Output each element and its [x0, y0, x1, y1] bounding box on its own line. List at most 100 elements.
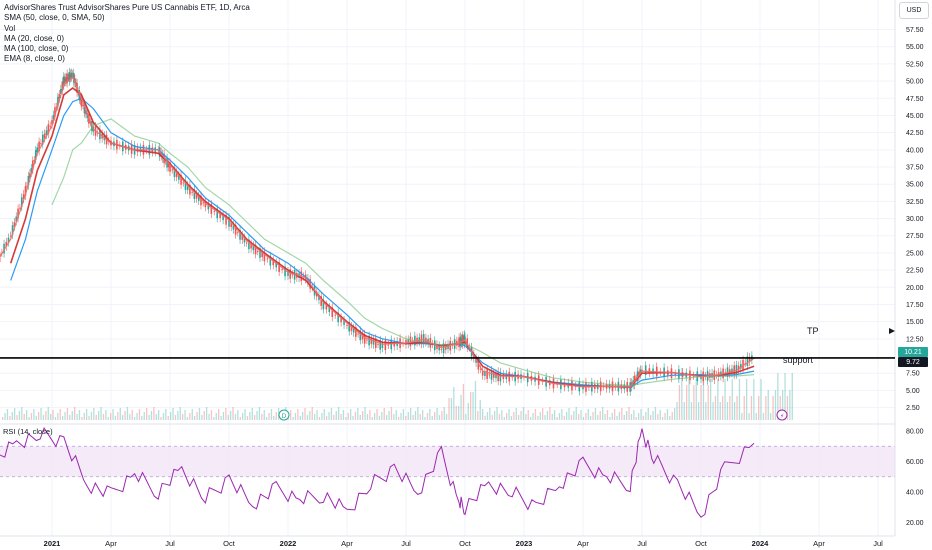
legend-item-vol[interactable]: Vol [4, 23, 16, 33]
legend-item-ema8[interactable]: EMA (8, close, 0) [4, 54, 65, 64]
volume-bar [705, 402, 707, 420]
candle-body [182, 182, 185, 184]
volume-bar [647, 408, 649, 420]
candle-body [331, 307, 334, 318]
volume-bar [150, 411, 153, 420]
volume-bar [201, 415, 203, 420]
volume-bar [258, 407, 261, 420]
volume-bar [520, 411, 522, 420]
volume-bar [323, 409, 325, 420]
volume-bar [83, 413, 85, 420]
y-tick-label: 30.00 [906, 216, 924, 223]
legend-item-sma50[interactable]: SMA (50, close, 0, SMA, 50) [4, 13, 105, 23]
volume-bar [642, 416, 645, 420]
volume-bar [210, 410, 213, 420]
volume-bar [618, 412, 621, 420]
rsi-legend[interactable]: RSI (14, close) [3, 427, 53, 436]
volume-bar [220, 416, 222, 420]
candle-body [355, 327, 357, 337]
candle-body [464, 336, 466, 342]
volume-bar [431, 416, 433, 420]
volume-bar [371, 417, 373, 420]
x-tick-label: Jul [165, 539, 175, 548]
volume-bar [246, 416, 249, 420]
volume-bar [688, 379, 690, 420]
candle-body [377, 343, 379, 345]
volume-bar [366, 414, 369, 420]
legend-item-ma100[interactable]: MA (100, close, 0) [4, 44, 69, 54]
candle-body [359, 330, 362, 341]
candle-body [422, 334, 425, 344]
volume-bar [729, 396, 731, 420]
volume-bar [309, 411, 311, 420]
candle-body [490, 370, 493, 380]
rsi-tick-label: 40.00 [906, 489, 924, 496]
candle-body [497, 371, 499, 382]
volume-bar [662, 417, 664, 420]
candle-body [639, 369, 642, 375]
volume-bar [30, 413, 33, 420]
candle-body [63, 76, 65, 86]
volume-bar [460, 395, 462, 420]
x-tick-label: 2022 [280, 539, 297, 548]
volume-bar [45, 411, 47, 420]
candle-body [374, 338, 377, 348]
candle-body [243, 237, 246, 243]
candle-body [51, 119, 53, 125]
volume-bar [189, 413, 191, 420]
candle-body [405, 339, 407, 345]
legend-item-ma20[interactable]: MA (20, close, 0) [4, 33, 65, 43]
volume-bar [508, 409, 510, 420]
volume-bar [364, 407, 366, 420]
volume-bar [513, 412, 515, 420]
candle-body [9, 235, 12, 237]
dividend-marker [278, 409, 290, 421]
candle-body [387, 344, 390, 346]
volume-bar [340, 414, 342, 420]
volume-bar [712, 402, 714, 420]
y-tick-label: 45.00 [906, 113, 924, 120]
volume-bar [602, 407, 604, 420]
volume-bar [414, 411, 417, 420]
volume-bar [789, 390, 791, 420]
volume-bar [436, 408, 438, 420]
volume-bar [93, 408, 95, 420]
candle-body [334, 314, 336, 316]
x-tick-label: 2023 [516, 539, 533, 548]
volume-bar [678, 385, 681, 420]
volume-bar [230, 411, 232, 420]
candle-body [278, 262, 280, 272]
volume-bar [424, 417, 426, 420]
volume-bar [328, 412, 330, 420]
candle-body [445, 345, 447, 350]
candle-body [70, 72, 73, 78]
candle-body [239, 230, 241, 240]
candle-body [350, 326, 353, 331]
volume-bar [767, 390, 769, 420]
volume-bar [786, 396, 789, 420]
candle-body [254, 244, 257, 255]
volume-bar [736, 396, 738, 420]
candle-body [250, 243, 252, 249]
volume-bar [86, 409, 88, 420]
candle-body [370, 339, 373, 344]
candle-body [43, 133, 46, 139]
candle-body [492, 372, 495, 378]
x-tick-label: Apr [813, 539, 825, 548]
candle-body [440, 349, 443, 350]
y-tick-label: 20.00 [906, 285, 924, 292]
support-level-badge: 9.72 [898, 357, 928, 367]
volume-bar [443, 407, 445, 420]
currency-button[interactable]: USD [899, 2, 929, 19]
volume-bar [496, 407, 498, 420]
volume-bar [664, 413, 666, 420]
volume-bar [510, 416, 513, 420]
volume-bar [102, 414, 105, 420]
volume-bar [304, 408, 306, 420]
volume-bar [573, 411, 575, 420]
y-tick-label: 17.50 [906, 302, 924, 309]
volume-bar [232, 407, 234, 420]
volume-bar [482, 409, 484, 420]
candle-body [54, 107, 56, 117]
